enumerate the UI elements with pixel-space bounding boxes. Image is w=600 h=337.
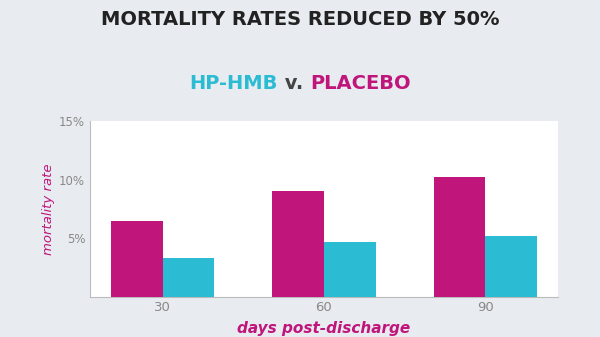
Text: HP-HMB: HP-HMB xyxy=(190,74,278,93)
Bar xyxy=(111,221,163,297)
Bar xyxy=(324,242,376,297)
Bar xyxy=(163,258,214,297)
Text: v.: v. xyxy=(278,74,310,93)
Bar xyxy=(434,177,485,297)
X-axis label: days post-discharge: days post-discharge xyxy=(238,321,410,336)
Text: MORTALITY RATES REDUCED BY 50%: MORTALITY RATES REDUCED BY 50% xyxy=(101,10,499,29)
Bar xyxy=(485,236,537,297)
Text: PLACEBO: PLACEBO xyxy=(310,74,410,93)
Y-axis label: mortality rate: mortality rate xyxy=(42,163,55,255)
Bar xyxy=(272,191,324,297)
